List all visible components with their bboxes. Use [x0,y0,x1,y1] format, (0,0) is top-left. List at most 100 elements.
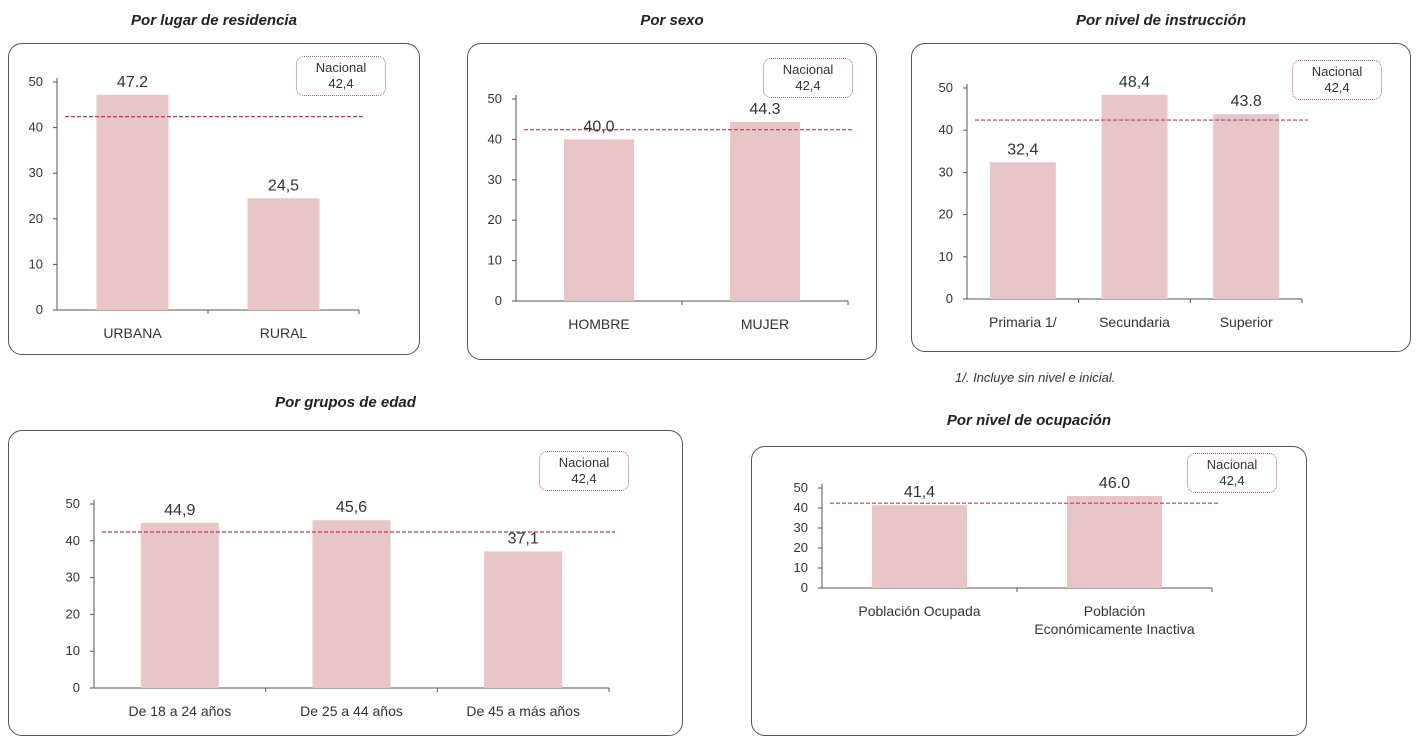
bar [312,520,391,688]
nacional-reference-box: Nacional 42,4 [763,58,853,98]
y-tick-label: 40 [794,500,808,515]
data-label: 48,4 [1119,74,1150,91]
y-tick-label: 20 [488,212,502,227]
chart-plot: 0 10 20 30 40 50 41,4 Población Ocupada 46.0 Pobl… [794,475,1218,637]
chart-title: Por lugar de residencia [131,12,297,29]
chart-frame: 0 10 20 30 40 50 44,9 De 18 a 24 años 45,6 De 25 … [8,430,683,736]
data-label: 24,5 [268,177,299,194]
chart-panel-instruccion: Por nivel de instrucción 0 10 20 30 40 50 32,4… [911,10,1411,352]
reference-value: 42,4 [795,78,821,93]
category-label: Superior [1220,314,1273,330]
bar [1067,496,1162,588]
y-tick-label: 20 [794,540,808,555]
y-tick-label: 10 [29,256,43,271]
y-tick-label: 0 [801,580,808,595]
bar [140,522,219,688]
y-tick-label: 40 [29,120,43,135]
chart-panel-sexo: Por sexo 0 10 20 30 40 50 40,0 HOMBRE 44.3 MUJER … [467,10,877,360]
chart-plot: 0 10 20 30 40 50 32,4 Primaria 1/48,4 Secundaria… [939,74,1308,330]
data-label: 43.8 [1231,93,1262,110]
y-tick-label: 40 [488,131,502,146]
chart-panel-residencia: Por lugar de residencia 0 10 20 30 40 50 47.2 U… [8,10,420,355]
bar [96,94,169,310]
reference-label: Nacional [1206,457,1258,472]
y-tick-label: 10 [66,643,80,658]
y-tick-label: 0 [36,302,43,317]
category-label: De 18 a 24 años [128,703,231,719]
category-label: De 45 a más años [466,703,580,719]
reference-label: Nacional [782,62,834,77]
y-tick-label: 20 [29,211,43,226]
y-tick-label: 10 [794,560,808,575]
chart-frame: 0 10 20 30 40 50 40,0 HOMBRE 44.3 MUJER Nacional … [467,43,877,360]
data-label: 41,4 [904,484,935,501]
bar [1213,114,1280,299]
y-tick-label: 10 [488,253,502,268]
y-tick-label: 40 [939,122,953,137]
y-tick-label: 40 [66,533,80,548]
reference-label: Nacional [558,455,610,470]
y-tick-label: 0 [73,680,80,695]
category-label: Población Ocupada [858,603,980,619]
bar [564,139,634,301]
data-label: 40,0 [583,118,614,135]
reference-value: 42,4 [1219,473,1245,488]
bar [872,505,967,588]
y-tick-label: 50 [939,80,953,95]
y-tick-label: 30 [29,165,43,180]
y-tick-label: 50 [488,91,502,106]
nacional-reference-box: Nacional 42,4 [1187,453,1277,493]
bar [247,198,320,310]
chart-title: Por sexo [640,12,704,29]
chart-frame: 0 10 20 30 40 50 41,4 Población Ocupada 46.0 Pobl… [751,446,1307,736]
chart-frame: 0 10 20 30 40 50 47.2 URBANA 24,5 RURAL Nacional … [8,43,420,355]
y-tick-label: 10 [939,249,953,264]
data-label: 32,4 [1007,141,1038,158]
bar [1101,94,1168,299]
data-label: 37,1 [508,530,539,547]
reference-label: Nacional [315,60,367,75]
y-tick-label: 0 [495,293,502,308]
data-label: 44.3 [749,101,780,118]
y-tick-label: 50 [66,496,80,511]
nacional-reference-box: Nacional 42,4 [539,451,629,491]
y-tick-label: 50 [29,74,43,89]
footnote: 1/. Incluye sin nivel e inicial. [955,370,1116,385]
y-tick-label: 30 [939,164,953,179]
category-label: Primaria 1/ [989,314,1057,330]
reference-value: 42,4 [571,471,597,486]
category-label: Secundaria [1099,314,1170,330]
chart-panel-ocupacion: Por nivel de ocupación 0 10 20 30 40 50 41,4 Po… [751,412,1307,736]
category-label: Económicamente Inactiva [1034,621,1195,637]
bar [989,162,1056,299]
chart-plot: 0 10 20 30 40 50 40,0 HOMBRE 44.3 MUJER [488,91,854,332]
y-tick-label: 30 [794,520,808,535]
category-label: URBANA [103,325,162,341]
chart-title: Por nivel de instrucción [1075,12,1247,29]
bar [484,551,563,688]
chart-title: Por grupos de edad [275,394,416,411]
category-label: Población [1084,603,1146,619]
reference-label: Nacional [1311,64,1363,79]
chart-title: Por nivel de ocupación [946,412,1112,429]
y-tick-label: 20 [939,207,953,222]
bar [730,122,800,301]
y-tick-label: 50 [794,480,808,495]
y-tick-label: 20 [66,606,80,621]
chart-frame: 0 10 20 30 40 50 32,4 Primaria 1/48,4 Secundaria… [911,43,1411,352]
data-label: 44,9 [164,502,195,519]
category-label: De 25 a 44 años [300,703,403,719]
nacional-reference-box: Nacional 42,4 [296,56,386,96]
data-label: 45,6 [336,499,367,516]
chart-plot: 0 10 20 30 40 50 44,9 De 18 a 24 años 45,6 De 25 … [66,496,615,719]
category-label: HOMBRE [568,316,629,332]
category-label: RURAL [260,325,308,341]
chart-plot: 0 10 20 30 40 50 47.2 URBANA 24,5 RURAL [29,74,365,341]
reference-value: 42,4 [328,76,354,91]
nacional-reference-box: Nacional 42,4 [1292,60,1382,100]
data-label: 46.0 [1099,475,1130,492]
chart-panel-edad: Por grupos de edad 0 10 20 30 40 50 44,9 De 18 … [8,394,683,736]
reference-value: 42,4 [1324,80,1350,95]
category-label: MUJER [741,316,789,332]
y-tick-label: 30 [488,172,502,187]
